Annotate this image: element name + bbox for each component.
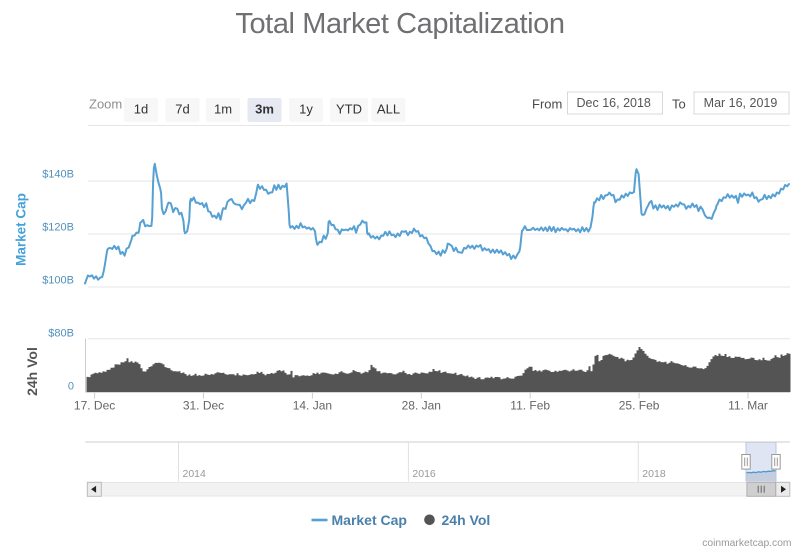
- svg-text:1m: 1m: [214, 102, 232, 117]
- svg-text:2014: 2014: [183, 468, 207, 480]
- svg-text:$120B: $120B: [42, 222, 74, 234]
- svg-text:11. Feb: 11. Feb: [510, 399, 550, 413]
- svg-text:1d: 1d: [134, 102, 148, 117]
- svg-text:$140B: $140B: [42, 169, 74, 181]
- svg-text:1y: 1y: [299, 102, 313, 117]
- svg-text:7d: 7d: [175, 102, 189, 117]
- svg-text:To: To: [672, 97, 686, 112]
- svg-text:Dec 16, 2018: Dec 16, 2018: [577, 96, 651, 110]
- svg-text:0: 0: [68, 381, 74, 393]
- svg-text:coinmarketcap.com: coinmarketcap.com: [702, 538, 791, 549]
- svg-text:$100B: $100B: [42, 275, 74, 287]
- svg-text:ALL: ALL: [377, 102, 400, 117]
- svg-text:Market Cap: Market Cap: [332, 512, 407, 528]
- svg-text:31. Dec: 31. Dec: [183, 399, 224, 413]
- svg-text:11. Mar: 11. Mar: [728, 399, 768, 413]
- svg-text:2018: 2018: [642, 468, 666, 480]
- svg-text:From: From: [532, 97, 562, 112]
- svg-text:25. Feb: 25. Feb: [619, 399, 660, 413]
- svg-text:28. Jan: 28. Jan: [402, 399, 441, 413]
- svg-text:YTD: YTD: [336, 102, 362, 117]
- svg-text:14. Jan: 14. Jan: [293, 399, 332, 413]
- svg-text:3m: 3m: [255, 102, 274, 117]
- svg-text:Zoom: Zoom: [89, 97, 122, 112]
- svg-text:$80B: $80B: [48, 328, 74, 340]
- svg-text:17. Dec: 17. Dec: [74, 399, 115, 413]
- svg-text:24h Vol: 24h Vol: [24, 347, 40, 396]
- svg-text:Mar 16, 2019: Mar 16, 2019: [704, 96, 778, 110]
- svg-text:Market Cap: Market Cap: [14, 193, 29, 266]
- svg-text:Total Market Capitalization: Total Market Capitalization: [235, 8, 564, 40]
- svg-text:2016: 2016: [412, 468, 436, 480]
- svg-text:24h Vol: 24h Vol: [442, 512, 491, 528]
